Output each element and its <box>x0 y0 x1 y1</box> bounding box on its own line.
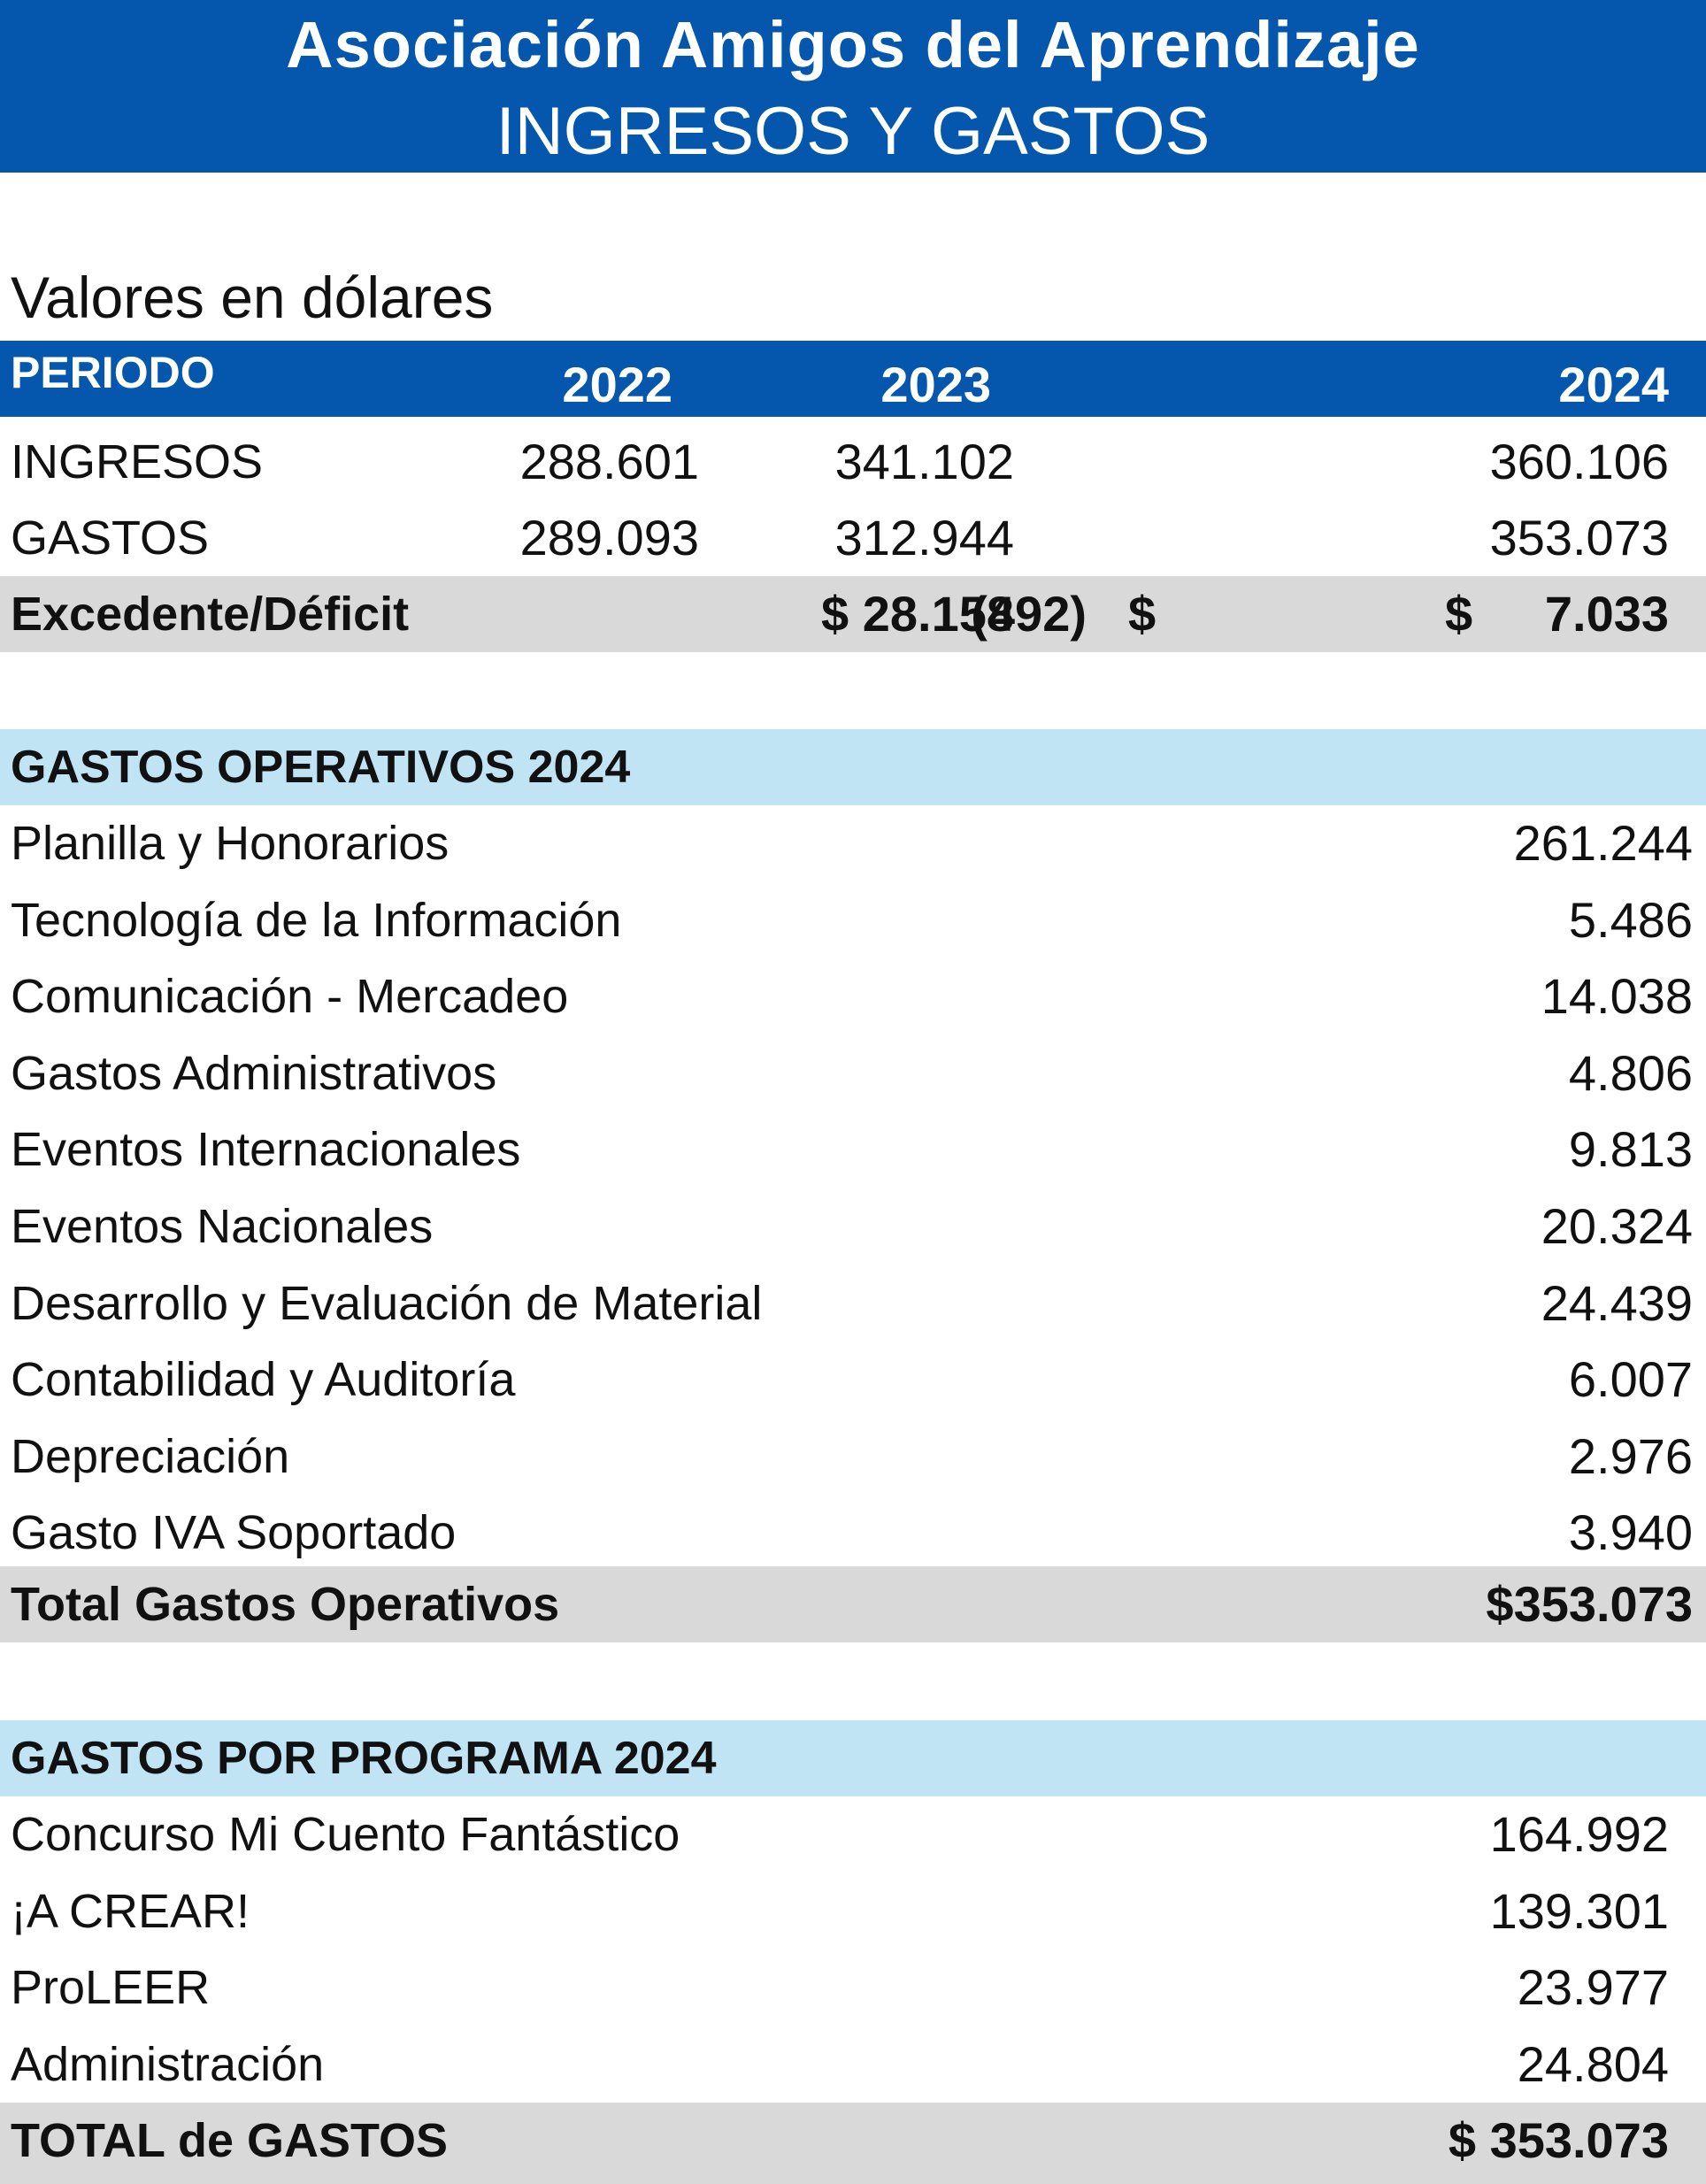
operating-total-value: $353.073 <box>1486 1576 1693 1632</box>
program-total-label: TOTAL de GASTOS <box>11 2114 449 2167</box>
summary-header-row: PERIODO 2022 2023 2024 <box>0 341 1706 417</box>
currency-symbol-2022: $ <box>821 586 849 642</box>
operating-item: Gastos Administrativos 4.806 <box>0 1035 1706 1111</box>
expenses-2024: 353.073 <box>1489 510 1669 565</box>
operating-item-value: 5.486 <box>1568 891 1693 948</box>
program-item-label: Administración <box>11 2037 325 2091</box>
income-label: INGRESOS <box>11 435 264 488</box>
operating-item-label: Comunicación - Mercadeo <box>11 970 569 1024</box>
operating-section-title: GASTOS OPERATIVOS 2024 <box>11 742 631 793</box>
program-item-value: 24.804 <box>1517 2035 1669 2092</box>
operating-item-value: 261.244 <box>1513 815 1693 871</box>
operating-item: Planilla y Honorarios 261.244 <box>0 805 1706 881</box>
operating-item-value: 20.324 <box>1541 1198 1693 1254</box>
operating-item-label: Gastos Administrativos <box>11 1046 497 1100</box>
operating-item-value: 9.813 <box>1568 1121 1693 1178</box>
operating-item: Desarrollo y Evaluación de Material 24.43… <box>0 1265 1706 1342</box>
program-item-value: 23.977 <box>1517 1959 1669 2015</box>
operating-total-row: Total Gastos Operativos $353.073 <box>0 1566 1706 1642</box>
operating-item-value: 14.038 <box>1541 968 1693 1025</box>
operating-item-label: Contabilidad y Auditoría <box>11 1353 516 1407</box>
program-item-value: 139.301 <box>1489 1882 1669 1939</box>
income-2024: 360.106 <box>1489 434 1669 489</box>
operating-item-label: Eventos Internacionales <box>11 1123 521 1177</box>
operating-item: Eventos Nacionales 20.324 <box>0 1188 1706 1265</box>
expenses-2023: 312.944 <box>834 510 1014 565</box>
operating-item-label: Depreciación <box>11 1429 290 1483</box>
operating-item-value: 3.940 <box>1568 1504 1693 1561</box>
operating-item: Eventos Internacionales 9.813 <box>0 1111 1706 1188</box>
program-total-value: $ 353.073 <box>1448 2112 1669 2168</box>
surplus-2023: 28.158 <box>862 586 1014 642</box>
operating-item-label: Desarrollo y Evaluación de Material <box>11 1276 763 1330</box>
expenses-label: GASTOS <box>11 511 210 565</box>
operating-section-header: GASTOS OPERATIVOS 2024 <box>0 729 1706 805</box>
operating-item: Depreciación 2.976 <box>0 1419 1706 1495</box>
report-title: INGRESOS Y GASTOS <box>496 94 1210 169</box>
surplus-deficit-label: Excedente/Déficit <box>11 588 410 641</box>
surplus-2024: 7.033 <box>1544 586 1669 642</box>
year-2023: 2023 <box>880 357 991 412</box>
program-item-label: ProLEER <box>11 1961 211 2014</box>
operating-item-label: Tecnología de la Información <box>11 893 622 947</box>
page-header: Asociación Amigos del Aprendizaje INGRES… <box>0 0 1706 173</box>
income-2023: 341.102 <box>834 434 1014 489</box>
operating-item-value: 24.439 <box>1541 1274 1693 1331</box>
operating-item-label: Eventos Nacionales <box>11 1200 434 1253</box>
operating-item: Tecnología de la Información 5.486 <box>0 882 1706 958</box>
year-2022: 2022 <box>562 357 672 412</box>
currency-caption: Valores en dólares <box>11 265 494 330</box>
period-label: PERIODO <box>11 348 215 397</box>
program-item: Administración 24.804 <box>0 2026 1706 2103</box>
operating-item-value: 4.806 <box>1568 1044 1693 1101</box>
operating-item-label: Gasto IVA Soportado <box>11 1506 457 1560</box>
program-item: ¡A CREAR! 139.301 <box>0 1873 1706 1949</box>
operating-item: Gasto IVA Soportado 3.940 <box>0 1495 1706 1571</box>
expenses-row: GASTOS 289.093 312.944 353.073 <box>0 500 1706 576</box>
income-row: INGRESOS 288.601 341.102 360.106 <box>0 424 1706 500</box>
program-total-row: TOTAL de GASTOS $ 353.073 <box>0 2103 1706 2184</box>
program-item: ProLEER 23.977 <box>0 1949 1706 2026</box>
currency-symbol-2023: $ <box>1128 586 1157 642</box>
program-item-label: Concurso Mi Cuento Fantástico <box>11 1808 680 1861</box>
surplus-deficit-row: Excedente/Déficit $ (492) $ 28.158 $ 7.0… <box>0 576 1706 652</box>
program-item: Concurso Mi Cuento Fantástico 164.992 <box>0 1796 1706 1873</box>
operating-item-value: 2.976 <box>1568 1427 1693 1484</box>
program-section-header: GASTOS POR PROGRAMA 2024 <box>0 1720 1706 1796</box>
operating-item-label: Planilla y Honorarios <box>11 817 450 870</box>
expenses-2022: 289.093 <box>519 510 699 565</box>
year-2024: 2024 <box>1558 357 1669 412</box>
currency-symbol-2024: $ <box>1445 586 1473 642</box>
operating-item-value: 6.007 <box>1568 1351 1693 1408</box>
program-item-label: ¡A CREAR! <box>11 1884 250 1938</box>
surplus-2022: (492) <box>971 586 1087 642</box>
operating-item: Contabilidad y Auditoría 6.007 <box>0 1342 1706 1418</box>
operating-item: Comunicación - Mercadeo 14.038 <box>0 958 1706 1034</box>
income-2022: 288.601 <box>519 434 699 489</box>
organization-name: Asociación Amigos del Aprendizaje <box>286 8 1420 81</box>
operating-total-label: Total Gastos Operativos <box>11 1578 560 1631</box>
program-section-title: GASTOS POR PROGRAMA 2024 <box>11 1733 717 1784</box>
program-item-value: 164.992 <box>1489 1806 1669 1862</box>
